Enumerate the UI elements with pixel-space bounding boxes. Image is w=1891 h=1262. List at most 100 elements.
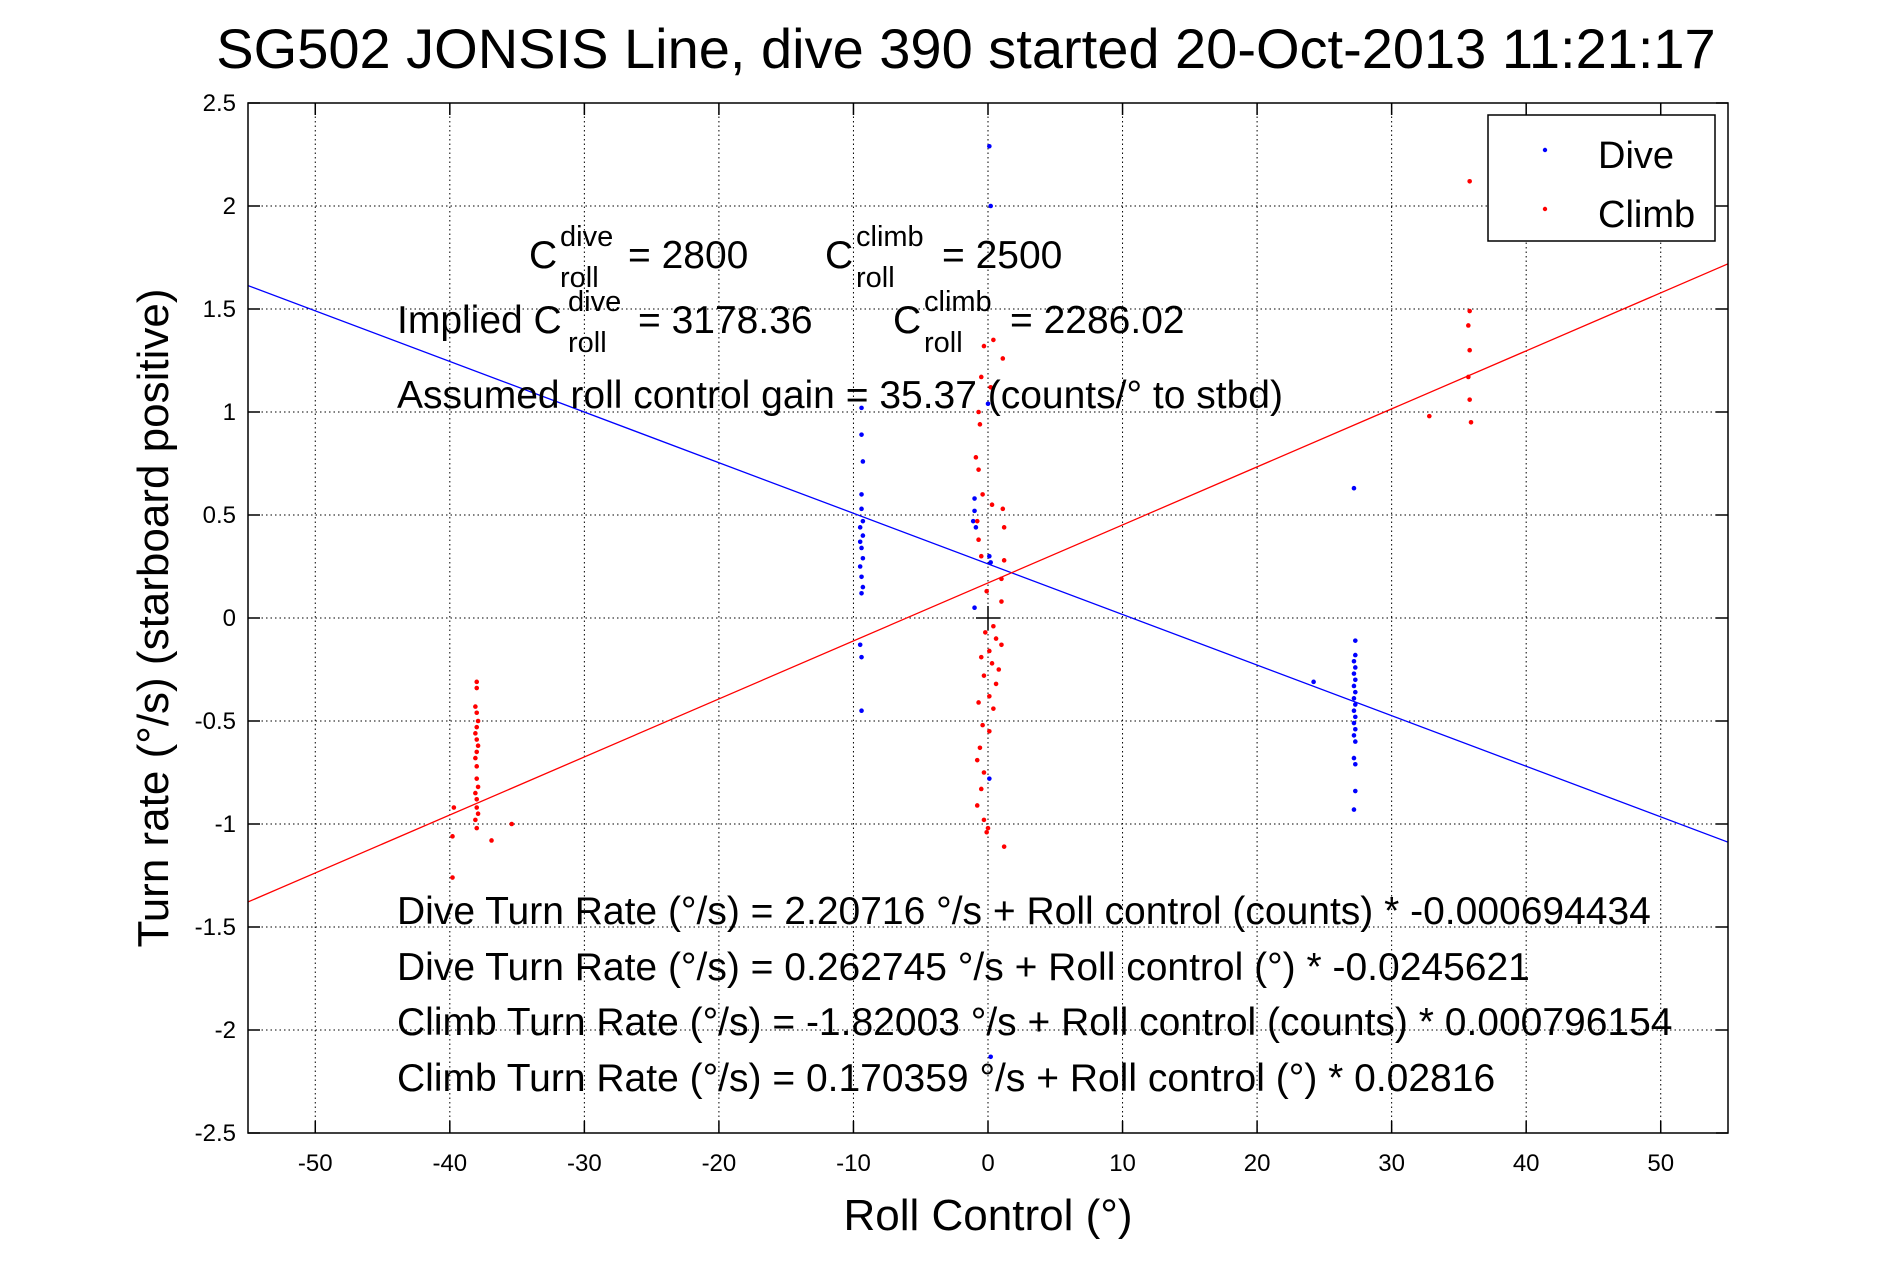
point-dive	[1353, 739, 1358, 744]
fit-line-climb	[248, 263, 1728, 903]
point-dive	[1353, 638, 1358, 643]
c-roll-dive-value: = 2800	[628, 234, 748, 277]
y-tick-label: 1	[223, 399, 236, 426]
point-dive	[1351, 696, 1357, 701]
point-climb	[981, 817, 987, 823]
point-climb	[987, 648, 992, 654]
implied-dive-sup: dive	[568, 286, 621, 318]
point-dive	[859, 432, 864, 437]
point-dive	[1351, 733, 1357, 738]
point-dive	[859, 654, 864, 660]
point-climb	[474, 679, 480, 685]
point-climb	[985, 825, 991, 831]
legend-label-climb: Climb	[1598, 194, 1695, 236]
point-climb	[1000, 506, 1006, 512]
point-dive	[859, 708, 864, 713]
point-dive	[1351, 755, 1357, 761]
point-dive	[1351, 485, 1357, 491]
x-tick-label: 10	[1109, 1150, 1136, 1177]
origin-marker	[976, 606, 1000, 630]
point-dive	[1353, 702, 1358, 707]
point-climb	[983, 630, 988, 635]
point-climb	[474, 749, 480, 755]
implied-dive-label: Implied C	[397, 299, 562, 342]
x-tick-label: -30	[567, 1150, 602, 1177]
point-climb	[1467, 347, 1472, 353]
chart-title: SG502 JONSIS Line, dive 390 started 20-O…	[216, 17, 1715, 80]
point-dive	[1351, 658, 1357, 664]
c-roll-dive-label: C	[529, 234, 557, 277]
point-dive	[972, 496, 977, 501]
point-dive	[859, 405, 864, 411]
fit-lines	[248, 263, 1728, 903]
point-dive	[860, 518, 866, 524]
point-climb	[1001, 844, 1007, 849]
point-climb	[474, 737, 480, 742]
point-climb	[1468, 420, 1474, 425]
point-climb	[489, 838, 494, 843]
point-climb	[981, 343, 987, 349]
fit-line-dive	[248, 284, 1728, 843]
x-tick-label: 50	[1647, 1150, 1674, 1177]
point-climb	[980, 492, 985, 497]
point-dive	[972, 508, 977, 514]
legend: Dive Climb	[1487, 114, 1716, 242]
point-dive	[988, 203, 993, 209]
x-tick-label: 30	[1378, 1150, 1405, 1177]
point-climb	[978, 553, 984, 559]
point-dive	[860, 459, 866, 464]
point-dive	[857, 642, 863, 648]
point-climb	[993, 681, 999, 687]
point-climb	[1001, 525, 1007, 530]
point-dive	[1351, 708, 1357, 713]
x-tick-label: -50	[298, 1150, 333, 1177]
point-dive	[1351, 683, 1357, 689]
point-climb	[980, 722, 985, 728]
point-dive	[857, 539, 863, 545]
implied-climb-label: C	[893, 299, 921, 342]
point-dive	[859, 506, 864, 512]
point-dive	[987, 776, 992, 781]
point-climb	[475, 811, 481, 816]
implied-dive-value: = 3178.36	[638, 299, 813, 342]
x-tick-label: 0	[981, 1150, 994, 1177]
equation-dive-degrees: Dive Turn Rate (°/s) = 0.262745 °/s + Ro…	[397, 946, 1530, 989]
point-climb	[976, 467, 981, 472]
point-climb	[981, 770, 987, 775]
point-dive	[985, 401, 991, 407]
point-climb	[1001, 558, 1007, 563]
point-dive	[1353, 677, 1358, 683]
point-climb	[976, 409, 981, 415]
point-climb	[999, 642, 1004, 648]
point-climb	[474, 825, 480, 831]
point-climb	[475, 718, 481, 724]
x-tick-label: 40	[1513, 1150, 1540, 1177]
point-climb	[988, 384, 993, 390]
point-dive	[859, 574, 864, 580]
point-dive	[860, 533, 866, 538]
point-dive	[859, 590, 864, 596]
y-tick-label: -1	[215, 811, 236, 838]
point-dive	[988, 560, 993, 565]
equation-climb-degrees: Climb Turn Rate (°/s) = 0.170359 °/s + R…	[397, 1057, 1495, 1100]
point-climb	[987, 693, 992, 699]
y-tick-label: 1.5	[203, 296, 236, 323]
implied-climb-sub: roll	[924, 327, 963, 359]
implied-climb-sup: climb	[924, 286, 992, 318]
implied-climb-value: = 2286.02	[1010, 299, 1185, 342]
c-roll-climb-value: = 2500	[942, 234, 1062, 277]
point-dive	[1353, 714, 1358, 720]
point-dive	[860, 555, 866, 561]
point-climb	[474, 776, 480, 781]
point-climb	[1467, 178, 1472, 184]
point-climb	[473, 755, 478, 761]
equation-dive-counts: Dive Turn Rate (°/s) = 2.20716 °/s + Rol…	[397, 890, 1651, 933]
point-dive	[988, 1054, 993, 1060]
point-climb	[474, 796, 480, 802]
point-climb	[474, 805, 480, 810]
c-roll-dive-sup: dive	[560, 221, 613, 253]
c-roll-climb-sub: roll	[856, 262, 895, 294]
point-climb	[474, 764, 480, 769]
point-climb	[509, 821, 515, 827]
point-dive	[1311, 679, 1316, 685]
